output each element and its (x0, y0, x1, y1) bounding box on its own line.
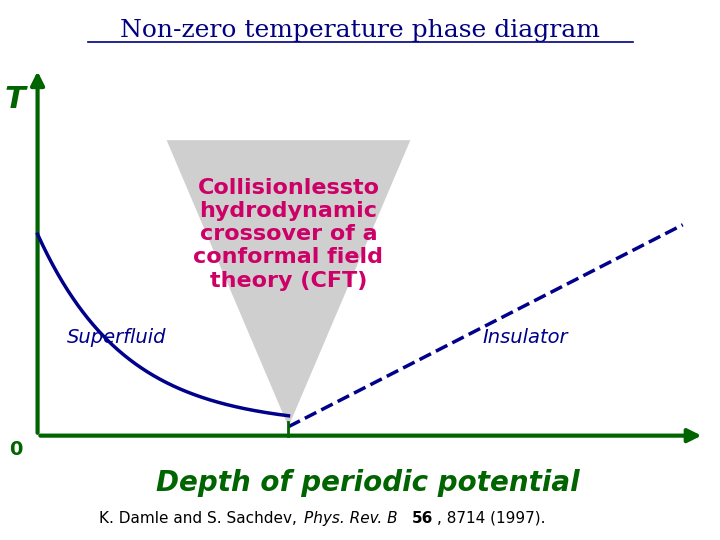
Text: 56: 56 (412, 511, 433, 526)
Text: 0: 0 (9, 440, 23, 458)
Text: , 8714 (1997).: , 8714 (1997). (437, 511, 545, 526)
Text: T: T (4, 85, 25, 114)
Text: Phys. Rev. B: Phys. Rev. B (305, 511, 398, 526)
Text: Collisionlessto
hydrodynamic
crossover of a
conformal field
theory (CFT): Collisionlessto hydrodynamic crossover o… (194, 178, 384, 291)
Polygon shape (166, 140, 410, 427)
Text: Superfluid: Superfluid (67, 328, 166, 347)
Text: Non-zero temperature phase diagram: Non-zero temperature phase diagram (120, 19, 600, 42)
Text: Insulator: Insulator (482, 328, 568, 347)
Text: Depth of periodic potential: Depth of periodic potential (156, 469, 579, 497)
Text: K. Damle and S. Sachdev,: K. Damle and S. Sachdev, (99, 511, 301, 526)
